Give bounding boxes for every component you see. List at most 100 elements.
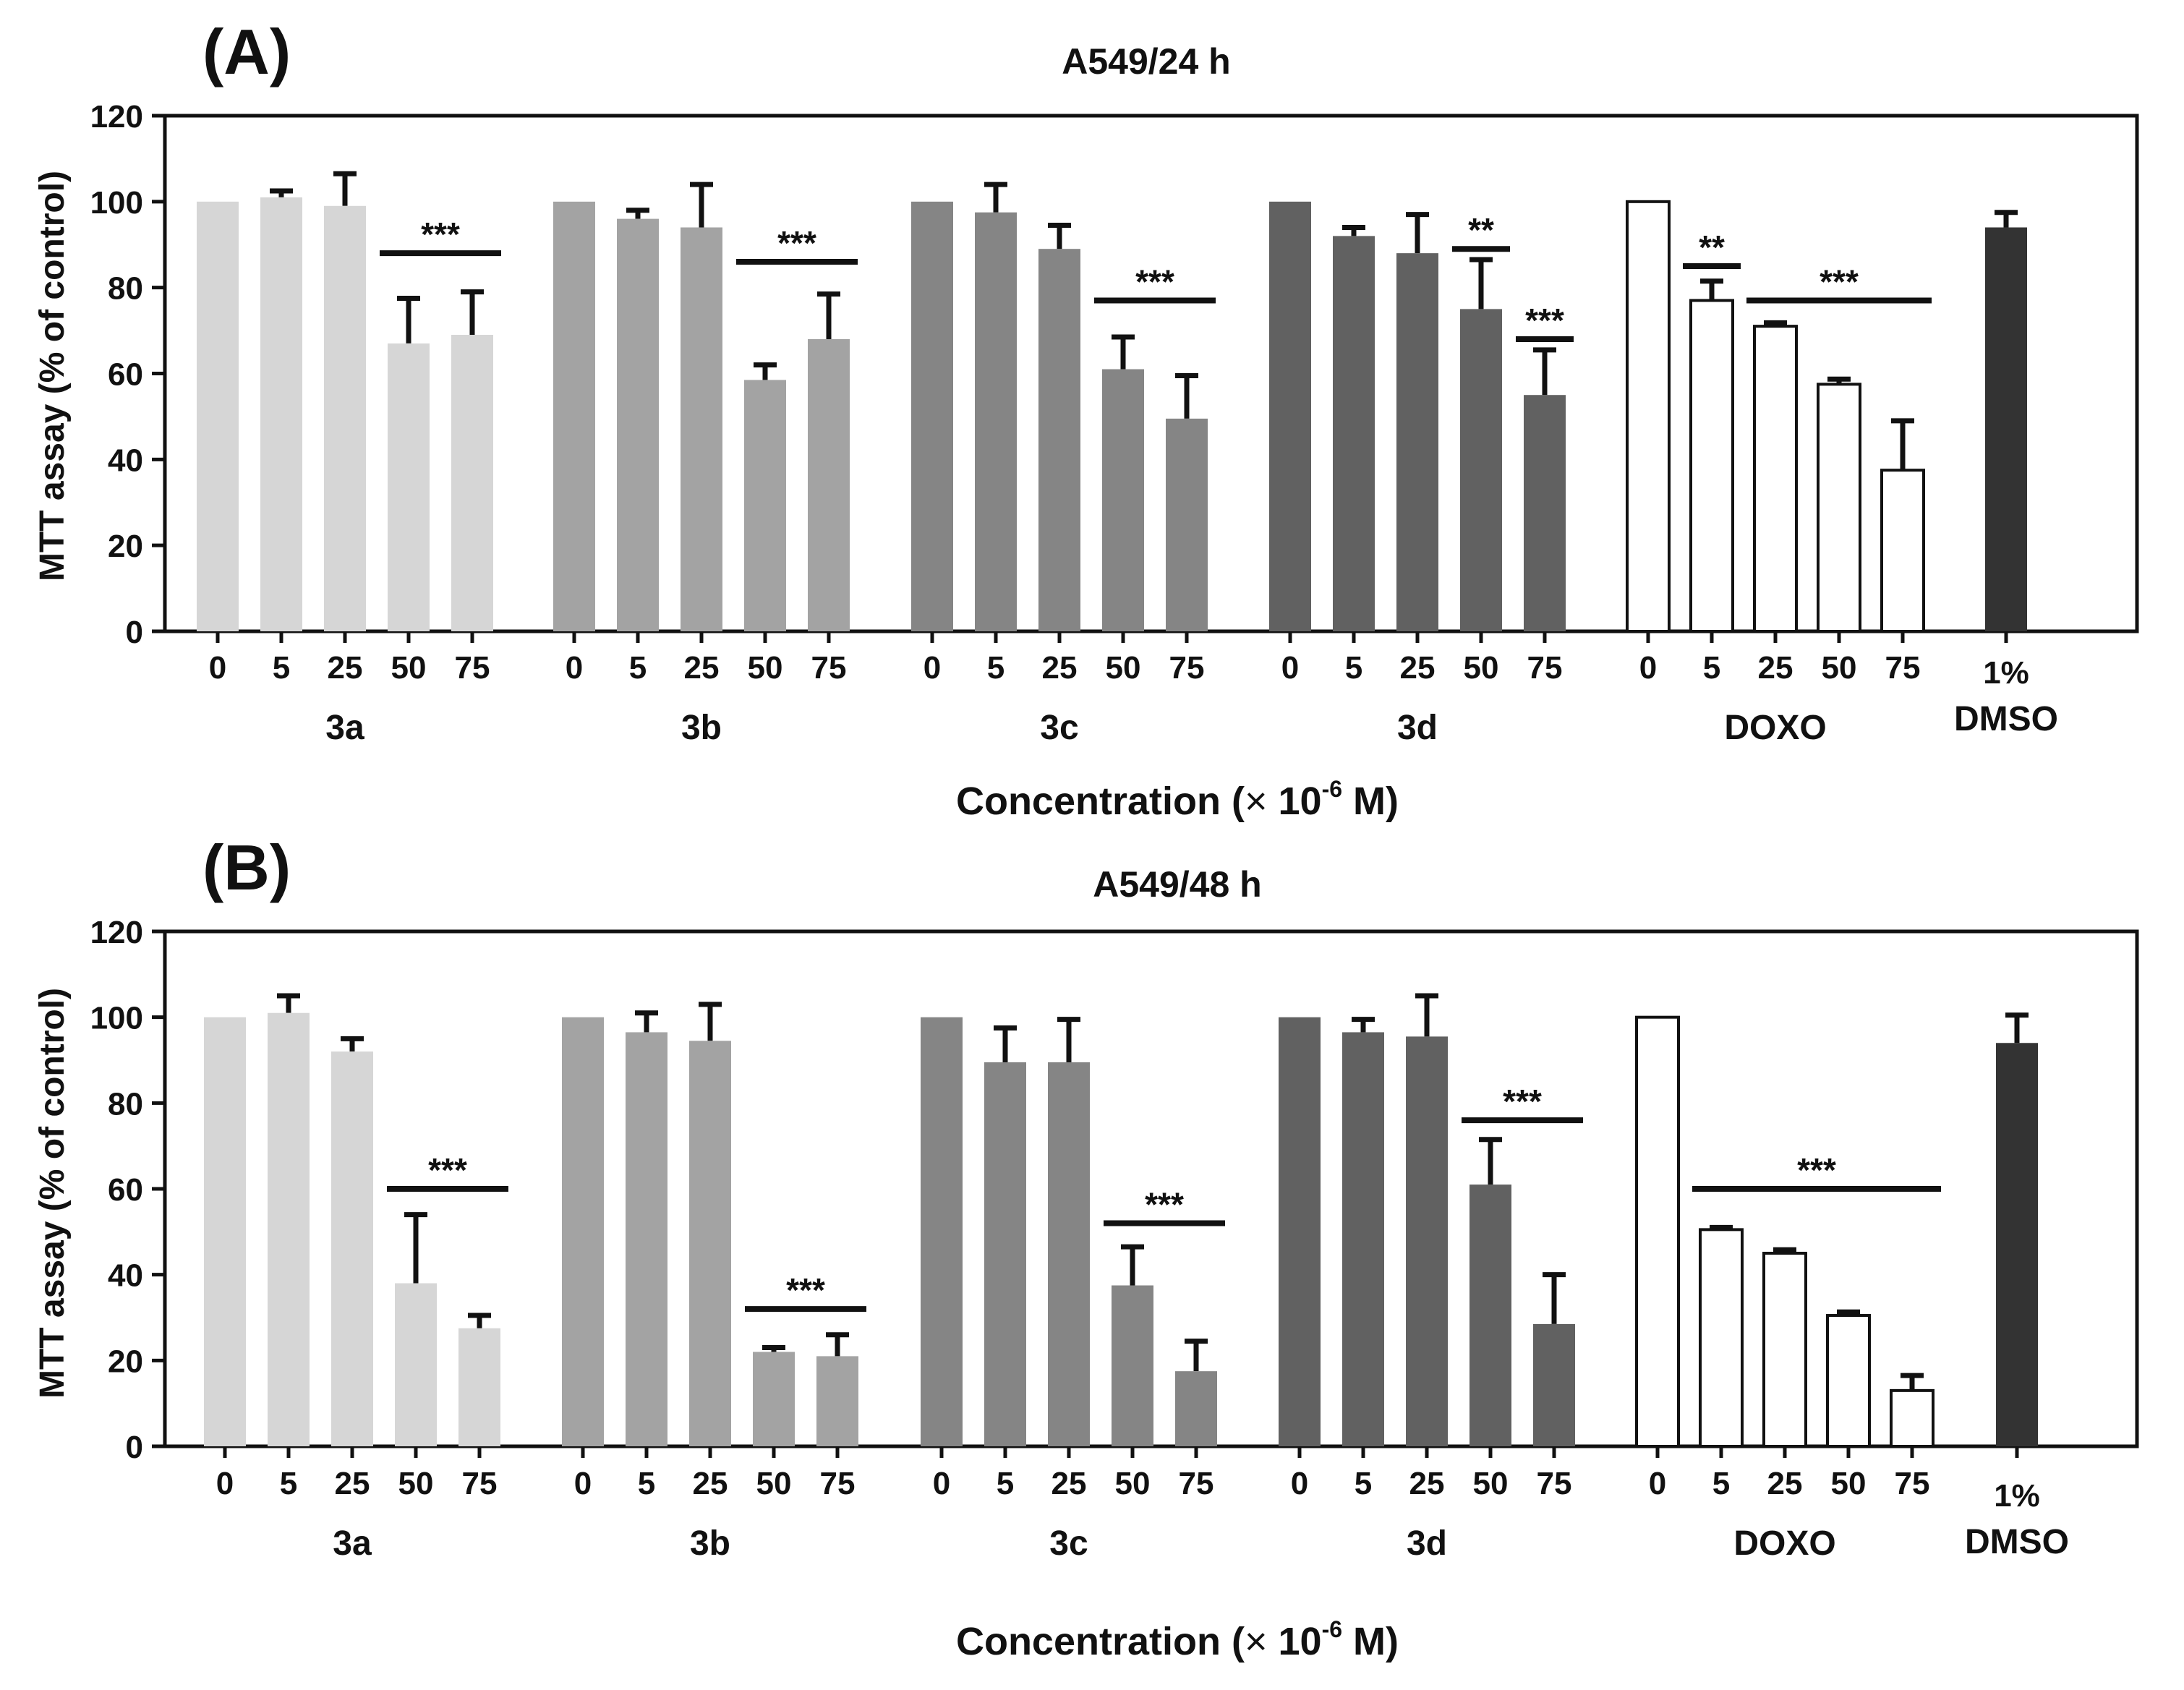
x-tick-label: 25	[1767, 1466, 1803, 1501]
x-tick-label: 5	[1712, 1466, 1730, 1501]
x-tick-label: 5	[629, 650, 647, 686]
significance-stars: **	[1468, 211, 1494, 249]
bar-DMSO-1%	[1985, 227, 2027, 631]
x-tick-label: 50	[1106, 650, 1141, 686]
bar-3c-0	[911, 201, 953, 631]
x-tick-label: 50	[1464, 650, 1499, 686]
panel-b-label: (B)	[202, 832, 291, 903]
bar-3b-25	[689, 1041, 731, 1446]
significance-stars: ***	[428, 1151, 467, 1189]
panel-a-y-axis-label: MTT assay (% of control)	[33, 171, 72, 581]
x-tick-label: 0	[566, 650, 583, 686]
panel-b-title: A549/48 h	[1093, 864, 1261, 905]
group-label-3a: 3a	[325, 709, 364, 747]
bar-3b-50	[753, 1352, 795, 1446]
y-tick-label: 100	[90, 185, 143, 221]
significance-stars: ***	[777, 224, 816, 262]
x-tick-label: 75	[1537, 1466, 1572, 1501]
bar-DMSO-1%	[1996, 1043, 2038, 1446]
x-tick-label: 75	[1527, 650, 1563, 686]
y-tick-label: 40	[108, 1258, 143, 1294]
group-label-3d: 3d	[1397, 709, 1438, 747]
y-tick-label: 80	[108, 271, 143, 307]
group-label-doxo: DOXO	[1733, 1524, 1835, 1563]
bar-3d-0	[1279, 1017, 1321, 1446]
bar-3c-0	[921, 1017, 963, 1446]
group-label-dmso: DMSO	[1965, 1523, 2069, 1561]
bar-DOXO-75	[1880, 469, 1925, 633]
bar-3b-25	[681, 227, 722, 631]
bar-DOXO-75	[1890, 1388, 1935, 1448]
bar-DOXO-0	[1635, 1015, 1680, 1448]
bar-3a-75	[451, 335, 493, 631]
bar-3c-25	[1038, 249, 1080, 632]
y-tick-label: 60	[108, 357, 143, 393]
x-tick-label: 25	[1409, 1466, 1445, 1501]
x-tick-label: 5	[638, 1466, 655, 1501]
bar-DOXO-25	[1753, 325, 1798, 633]
group-label-3b: 3b	[681, 709, 722, 747]
x-tick-label: 75	[1885, 650, 1921, 686]
bar-DOXO-50	[1817, 383, 1861, 633]
x-tick-label: 50	[1473, 1466, 1509, 1501]
bar-3c-50	[1112, 1285, 1153, 1446]
significance-stars: ***	[1525, 302, 1564, 339]
x-tick-label: 50	[398, 1466, 434, 1501]
x-tick-label: 50	[1115, 1466, 1151, 1501]
significance-stars: ***	[786, 1271, 825, 1309]
x-tick-label: 0	[574, 1466, 592, 1501]
x-tick-label: 0	[1639, 650, 1657, 686]
y-tick-label: 60	[108, 1172, 143, 1208]
group-label-doxo: DOXO	[1724, 709, 1826, 747]
x-tick-label: 25	[1042, 650, 1078, 686]
x-tick-label: 25	[335, 1466, 370, 1501]
bar-3c-50	[1102, 369, 1144, 631]
panel-a-label: (A)	[202, 16, 291, 88]
bar-3c-25	[1048, 1062, 1090, 1446]
x-tick-label: 50	[391, 650, 427, 686]
x-tick-label: 75	[1179, 1466, 1214, 1501]
x-tick-label: 1%	[1994, 1478, 2040, 1514]
x-tick-label: 25	[684, 650, 720, 686]
bar-3b-75	[816, 1356, 858, 1446]
bar-DOXO-50	[1826, 1314, 1871, 1448]
bar-3a-75	[458, 1328, 500, 1446]
bar-3a-5	[260, 197, 302, 631]
x-tick-label: 5	[987, 650, 1004, 686]
x-tick-label: 75	[455, 650, 490, 686]
y-tick-label: 40	[108, 443, 143, 478]
group-label-3c: 3c	[1040, 709, 1078, 747]
bar-3a-50	[388, 343, 430, 631]
x-tick-label: 25	[693, 1466, 728, 1501]
x-tick-label: 50	[1822, 650, 1857, 686]
bar-3b-0	[553, 201, 595, 631]
bar-3a-0	[197, 201, 239, 631]
bar-3d-5	[1333, 236, 1375, 631]
bar-DOXO-25	[1762, 1252, 1807, 1448]
bar-3a-50	[395, 1283, 437, 1446]
significance-stars: ***	[1145, 1185, 1184, 1223]
bar-3d-50	[1469, 1185, 1511, 1446]
bar-3d-25	[1406, 1036, 1448, 1446]
panel-a-x-axis-label: Concentration (× 10-6 M)	[956, 776, 1399, 823]
group-label-3d: 3d	[1407, 1524, 1447, 1563]
bar-3d-75	[1533, 1323, 1575, 1446]
y-tick-label: 120	[90, 915, 143, 950]
bar-3c-75	[1175, 1371, 1217, 1446]
panel-b-x-axis-label: Concentration (× 10-6 M)	[956, 1616, 1399, 1663]
y-tick-label: 80	[108, 1086, 143, 1122]
x-tick-label: 75	[1895, 1466, 1930, 1501]
x-tick-label: 75	[1169, 650, 1205, 686]
x-tick-label: 50	[756, 1466, 792, 1501]
x-tick-label: 0	[1281, 650, 1299, 686]
x-tick-label: 25	[328, 650, 363, 686]
y-tick-label: 20	[108, 1344, 143, 1379]
x-tick-label: 1%	[1983, 655, 2029, 691]
x-tick-label: 25	[1758, 650, 1793, 686]
x-tick-label: 75	[462, 1466, 498, 1501]
x-tick-label: 5	[273, 650, 290, 686]
y-tick-label: 20	[108, 529, 143, 564]
